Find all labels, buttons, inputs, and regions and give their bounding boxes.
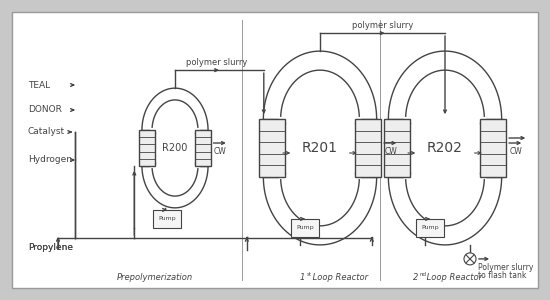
Text: CW: CW: [384, 147, 397, 156]
Text: st: st: [307, 272, 312, 278]
Text: Pump: Pump: [158, 216, 176, 221]
Bar: [139, 130, 155, 166]
Text: Propylene: Propylene: [28, 244, 73, 253]
Text: 2: 2: [412, 274, 418, 283]
Text: Loop Reactor: Loop Reactor: [424, 274, 482, 283]
Text: 1: 1: [300, 274, 305, 283]
Text: Pump: Pump: [296, 225, 314, 230]
Text: TEAL: TEAL: [28, 80, 50, 89]
Bar: [259, 119, 285, 177]
Text: Propylene: Propylene: [28, 244, 73, 253]
Text: Loop Reactor: Loop Reactor: [310, 274, 368, 283]
Text: Hydrogen: Hydrogen: [28, 155, 72, 164]
Text: CW: CW: [509, 147, 522, 156]
Text: to flash tank: to flash tank: [478, 271, 526, 280]
Text: nd: nd: [420, 272, 427, 278]
Bar: [153, 210, 181, 228]
Text: Catalyst: Catalyst: [28, 128, 65, 136]
Bar: [291, 219, 319, 237]
Text: R200: R200: [162, 143, 188, 153]
Text: Polymer slurry: Polymer slurry: [478, 263, 534, 272]
Text: R201: R201: [302, 141, 338, 155]
Text: polymer slurry: polymer slurry: [186, 58, 248, 67]
Text: CW: CW: [214, 147, 227, 156]
Bar: [355, 119, 381, 177]
Text: DONOR: DONOR: [28, 106, 62, 115]
Text: R202: R202: [427, 141, 463, 155]
Bar: [384, 119, 410, 177]
Text: polymer slurry: polymer slurry: [352, 21, 413, 30]
Bar: [195, 130, 211, 166]
Bar: [416, 219, 444, 237]
Bar: [480, 119, 506, 177]
Circle shape: [464, 253, 476, 265]
Text: Prepolymerization: Prepolymerization: [117, 274, 193, 283]
Text: Pump: Pump: [421, 225, 439, 230]
